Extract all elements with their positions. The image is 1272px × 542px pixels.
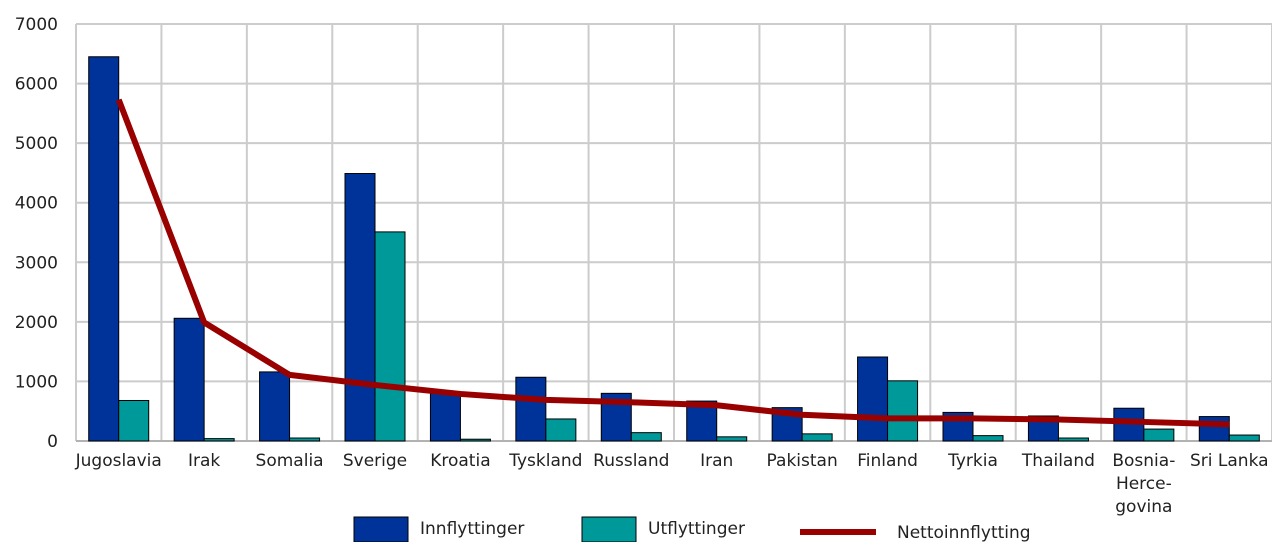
legend-label: Innflyttinger: [420, 519, 524, 539]
bar-utflyttinger-9: [887, 380, 919, 442]
y-tick-label: 1000: [15, 372, 58, 392]
y-tick-label: 6000: [15, 75, 58, 95]
bar-utflyttinger-5: [545, 418, 577, 442]
x-tick-label: govina: [1115, 497, 1172, 517]
y-tick-label: 7000: [15, 15, 58, 35]
bar-utflyttinger-7: [716, 436, 748, 442]
x-tick-label: Bosnia-: [1112, 451, 1175, 471]
bar-utflyttinger-3: [374, 231, 406, 442]
bar-innflyttinger-9: [857, 356, 889, 442]
bar-utflyttinger-4: [459, 438, 491, 442]
bar-innflyttinger-4: [429, 391, 461, 442]
legend-swatch: [353, 516, 409, 542]
bar-utflyttinger-13: [1228, 434, 1260, 442]
bar-innflyttinger-2: [259, 371, 291, 442]
x-tick-label: Herce-: [1116, 474, 1172, 494]
x-tick-label: Somalia: [256, 451, 324, 471]
bar-innflyttinger-3: [344, 173, 376, 442]
x-tick-label: Sri Lanka: [1190, 451, 1269, 471]
x-tick-label: Russland: [593, 451, 669, 471]
bar-utflyttinger-0: [118, 399, 150, 442]
y-axis-ticks: 0 1000 2000 3000 4000 5000 6000 7000: [15, 15, 58, 452]
x-tick-label: Kroatia: [430, 451, 490, 471]
bar-innflyttinger-0: [88, 56, 120, 442]
x-tick-label: Tyrkia: [947, 451, 998, 471]
y-tick-label: 0: [47, 432, 58, 452]
bar-utflyttinger-12: [1143, 428, 1175, 442]
x-axis-labels: Jugoslavia Irak Somalia Sverige Kroatia Tyskl…: [75, 451, 1269, 517]
x-tick-label: Thailand: [1021, 451, 1095, 471]
bar-utflyttinger-8: [801, 433, 833, 442]
x-tick-label: Finland: [857, 451, 918, 471]
bar-utflyttinger-10: [972, 435, 1004, 442]
y-tick-label: 5000: [15, 134, 58, 154]
legend-label: Utflyttinger: [648, 519, 745, 539]
legend-label: Nettoinnflytting: [897, 523, 1031, 542]
bar-utflyttinger-1: [203, 438, 235, 442]
bar-innflyttinger-5: [515, 376, 547, 442]
y-tick-label: 3000: [15, 253, 58, 273]
line-series-nettoinnflytting: [115, 98, 1230, 428]
net-line: [115, 98, 1230, 428]
x-tick-label: Pakistan: [767, 451, 838, 471]
y-tick-label: 2000: [15, 313, 58, 333]
legend: Innflyttinger Utflyttinger Nettoinnflyttin…: [353, 516, 1031, 542]
grid: [75, 23, 1272, 442]
bar-utflyttinger-6: [630, 432, 662, 442]
bar-utflyttinger-11: [1057, 437, 1089, 442]
x-tick-label: Sverige: [343, 451, 407, 471]
x-tick-label: Tyskland: [508, 451, 582, 471]
x-tick-label: Iran: [700, 451, 733, 471]
y-tick-label: 4000: [15, 194, 58, 214]
x-tick-label: Irak: [188, 451, 220, 471]
bars: [88, 56, 1260, 442]
bar-innflyttinger-1: [173, 317, 205, 442]
x-tick-label: Jugoslavia: [75, 451, 162, 471]
legend-swatch: [581, 516, 637, 542]
bar-utflyttinger-2: [289, 437, 321, 442]
bar-innflyttinger-13: [1198, 416, 1230, 442]
